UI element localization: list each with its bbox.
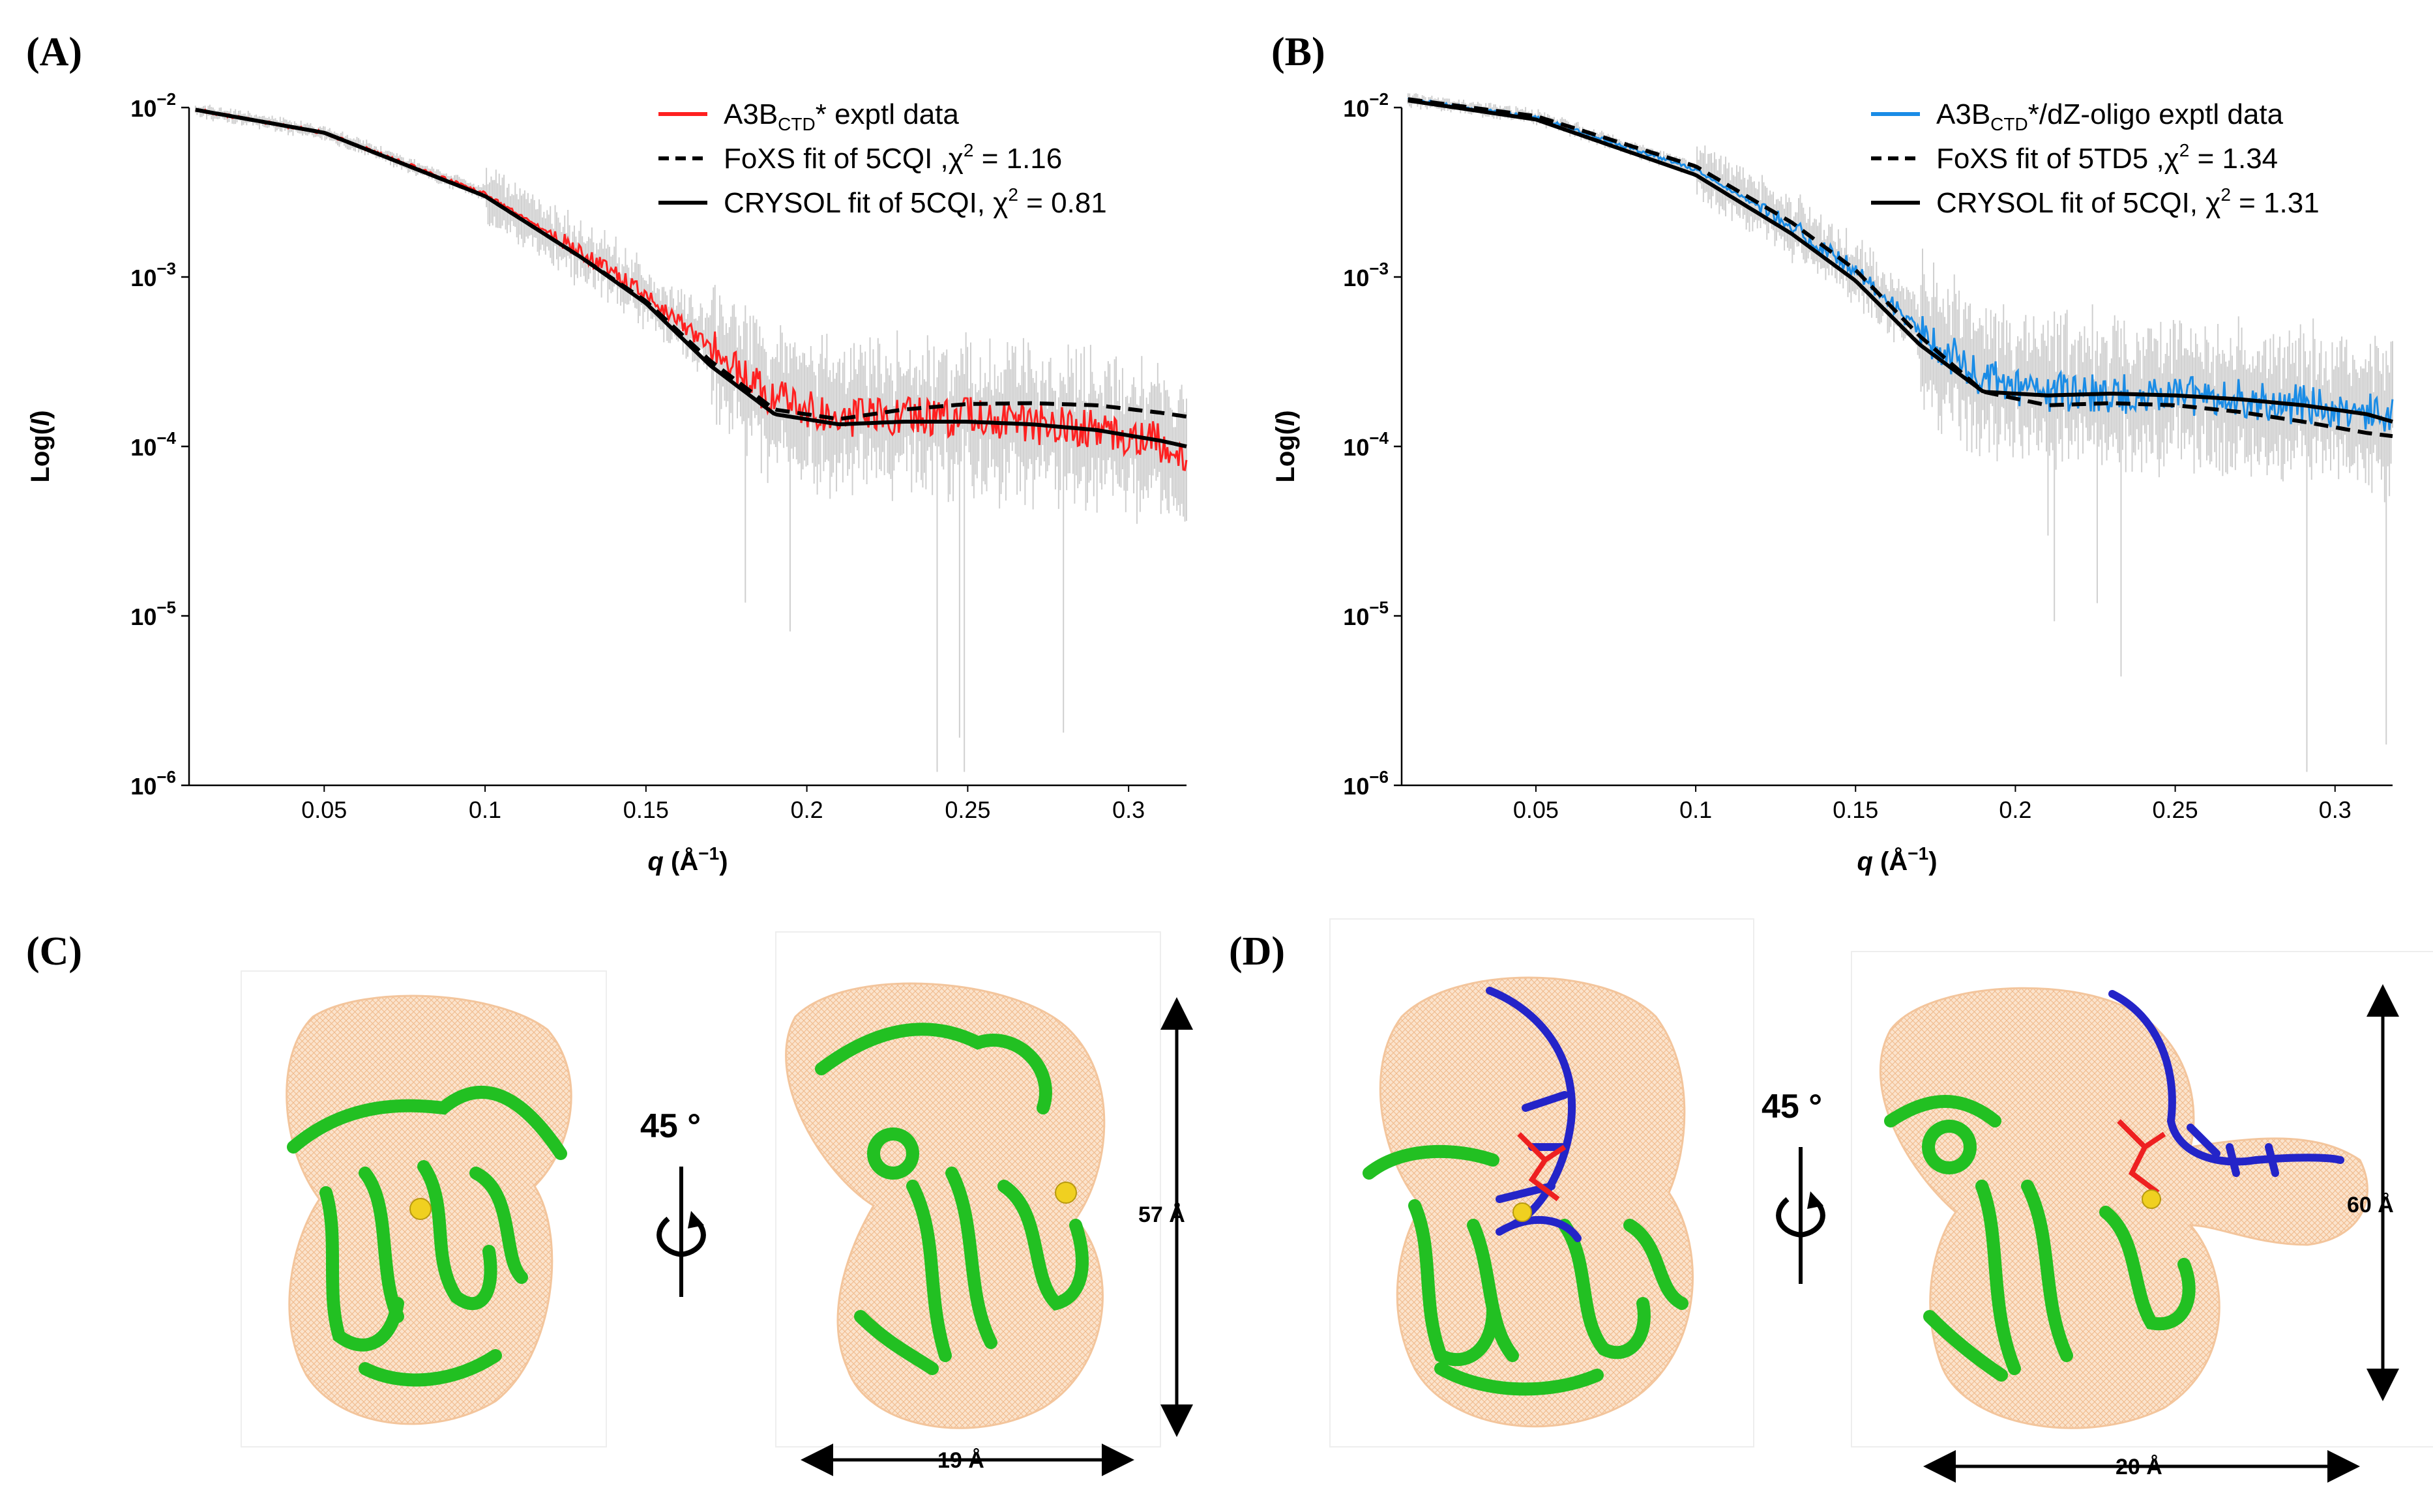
x-tick-label: 0.1 xyxy=(1679,796,1712,823)
y-tick-label: 10−5 xyxy=(130,598,176,630)
width-label: 20 Å xyxy=(2116,1455,2162,1479)
x-axis-label: q (Å−1) xyxy=(1857,843,1937,876)
height-label: 60 Å xyxy=(2347,1193,2394,1217)
y-tick-label: 10−6 xyxy=(1343,767,1389,800)
protein-ribbon xyxy=(1884,1095,2196,1382)
rotation-indicator-c: 45 ° xyxy=(640,1107,706,1297)
series-layer-b xyxy=(1407,97,2394,439)
rotation-indicator-d: 45 ° xyxy=(1762,1088,1825,1284)
x-tick-label: 0.05 xyxy=(1513,796,1559,823)
legend-entry: FoXS fit of 5CQI ,χ2 = 1.16 xyxy=(724,140,1062,175)
x-tick-label: 0.3 xyxy=(2319,796,2352,823)
y-axis-label: Log(I) xyxy=(26,410,55,482)
x-axis-label: q (Å−1) xyxy=(647,843,728,876)
dimension-markers-c: 57 Å 19 Å xyxy=(801,997,1193,1476)
axes-a: 10−2 10−3 10−4 10−5 10−6 0.05 0.1 0.15 0.2 0.25 0.… xyxy=(26,89,1187,876)
protein-ribbon xyxy=(815,1023,1089,1375)
y-tick-label: 10−4 xyxy=(130,428,176,461)
x-tick-label: 0.2 xyxy=(791,796,823,823)
x-tick-label: 0.3 xyxy=(1112,796,1145,823)
legend-entry: CRYSOL fit of 5CQI, χ2 = 1.31 xyxy=(1936,184,2320,219)
legend-entry: A3BCTD* exptl data xyxy=(724,98,959,134)
ligand xyxy=(2117,1119,2166,1195)
rotation-label: 45 ° xyxy=(1762,1088,1822,1126)
panel-label-b: (B) xyxy=(1271,30,1325,74)
legend-entry: CRYSOL fit of 5CQI, χ2 = 0.81 xyxy=(724,184,1107,219)
y-tick-label: 10−5 xyxy=(1343,598,1389,630)
noise-layer-a xyxy=(194,104,1187,772)
dna-strand xyxy=(2108,990,2344,1177)
y-axis-label: Log(I) xyxy=(1271,410,1300,482)
y-tick-label: 10−2 xyxy=(130,89,176,122)
zinc-ion xyxy=(1055,1182,1077,1204)
x-tick-label: 0.1 xyxy=(469,796,501,823)
x-tick-label: 0.2 xyxy=(1999,796,2031,823)
legend-entry: A3BCTD*/dZ-oligo exptl data xyxy=(1936,98,2284,134)
structure-c-view2 xyxy=(775,931,1161,1447)
y-tick-label: 10−3 xyxy=(1343,259,1389,291)
structure-d-view2 xyxy=(1851,951,2433,1447)
legend-a: A3BCTD* exptl data FoXS fit of 5CQI ,χ2 =… xyxy=(658,98,1107,219)
legend-entry: FoXS fit of 5TD5 ,χ2 = 1.34 xyxy=(1936,140,2278,175)
ligand xyxy=(1517,1132,1567,1202)
series-layer-a xyxy=(195,108,1188,472)
series-solid-fit-a xyxy=(195,108,1187,448)
zinc-ion xyxy=(2142,1189,2161,1209)
panel-label-d: (D) xyxy=(1229,929,1285,974)
protein-ribbon xyxy=(287,1085,567,1387)
width-label: 19 Å xyxy=(937,1448,984,1473)
y-tick-label: 10−2 xyxy=(1343,89,1389,122)
panel-label-a: (A) xyxy=(26,30,82,74)
legend-b: A3BCTD*/dZ-oligo exptl data FoXS fit of 5… xyxy=(1871,98,2320,219)
structure-d-view1 xyxy=(1329,918,1754,1447)
x-tick-label: 0.15 xyxy=(623,796,669,823)
series-dashed-fit-b xyxy=(1408,97,2393,439)
height-label: 57 Å xyxy=(1138,1202,1185,1227)
y-tick-label: 10−6 xyxy=(130,767,176,800)
series-dashed-fit-a xyxy=(195,108,1187,421)
protein-ribbon xyxy=(1363,1144,1688,1396)
rotation-label: 45 ° xyxy=(640,1107,701,1145)
y-tick-label: 10−3 xyxy=(130,259,176,291)
zinc-ion xyxy=(1512,1202,1532,1222)
saxs-chart-b: 10−2 10−3 10−4 10−5 10−6 0.05 0.1 0.15 0.2 0.25 0.… xyxy=(1271,89,2394,876)
saxs-chart-a: 10−2 10−3 10−4 10−5 10−6 0.05 0.1 0.15 0.2 0.25 0.… xyxy=(26,89,1188,876)
x-tick-label: 0.25 xyxy=(2153,796,2198,823)
y-tick-label: 10−4 xyxy=(1343,428,1389,461)
zinc-ion xyxy=(409,1198,432,1220)
dimension-markers-d: 60 Å 20 Å xyxy=(1923,984,2399,1483)
panel-label-c: (C) xyxy=(26,929,82,974)
structure-c-view1 xyxy=(241,970,607,1447)
series-solid-fit-b xyxy=(1408,98,2393,424)
x-tick-label: 0.15 xyxy=(1833,796,1878,823)
x-tick-label: 0.05 xyxy=(301,796,347,823)
x-tick-label: 0.25 xyxy=(945,796,990,823)
saxs-envelope xyxy=(1879,987,2368,1429)
dna-strand xyxy=(1486,987,1582,1242)
axes-b: 10−2 10−3 10−4 10−5 10−6 0.05 0.1 0.15 0.2 0.25 0.… xyxy=(1271,89,2393,876)
